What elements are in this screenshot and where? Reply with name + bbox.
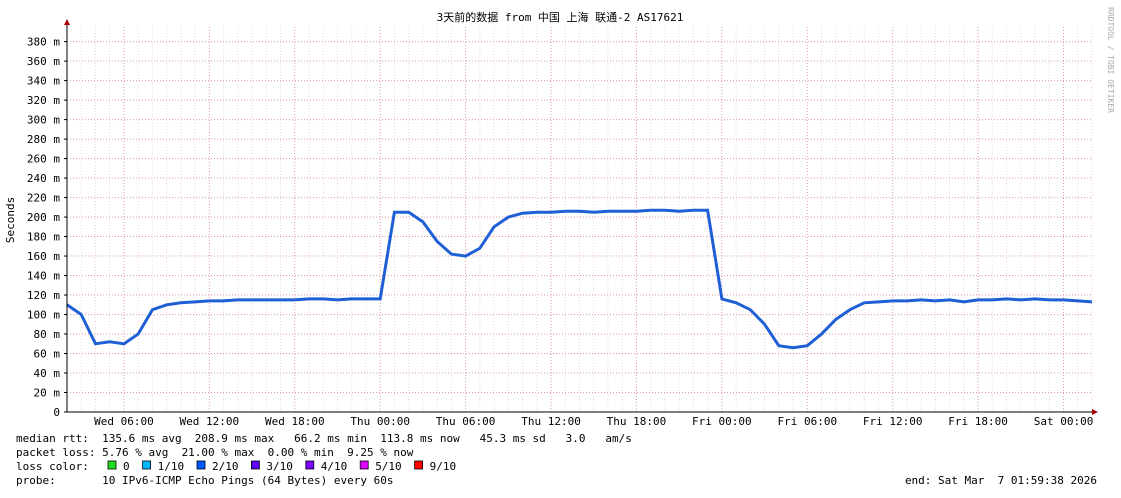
y-tick-label: 80 m — [34, 328, 61, 341]
y-tick-label: 60 m — [34, 348, 61, 361]
end-time: end: Sat Mar 7 01:59:38 2026 — [905, 474, 1097, 487]
legend-swatch — [305, 460, 315, 470]
legend-swatch — [359, 460, 369, 470]
legend-swatch — [196, 460, 206, 470]
y-tick-label: 260 m — [27, 153, 60, 166]
y-tick-label: 280 m — [27, 133, 60, 146]
y-tick-label: 20 m — [34, 387, 61, 400]
x-tick-label: Sat 00:00 — [1034, 415, 1094, 428]
y-tick-label: 360 m — [27, 55, 60, 68]
legend-swatch — [142, 460, 152, 470]
x-tick-label: Wed 18:00 — [265, 415, 325, 428]
legend-label: 2/10 — [212, 460, 239, 473]
x-tick-label: Fri 18:00 — [948, 415, 1008, 428]
marks — [66, 208, 1093, 350]
y-tick-label: 340 m — [27, 75, 60, 88]
y-tick-label: 240 m — [27, 172, 60, 185]
legend-swatch — [107, 460, 117, 470]
legend-swatch — [414, 460, 424, 470]
x-tick-label: Wed 12:00 — [180, 415, 240, 428]
legend-label: 0 — [123, 460, 130, 473]
loss-color-label: loss color: — [16, 460, 89, 473]
legend-label: 1/10 — [158, 460, 185, 473]
grid: 0 20 m 40 m 60 m 80 m 100 m 120 m 140 m 160 m 180… — [27, 27, 1093, 428]
legend-label: 9/10 — [430, 460, 457, 473]
y-tick-label: 320 m — [27, 94, 60, 107]
x-tick-label: Fri 12:00 — [863, 415, 923, 428]
chart-title: 3天前的数据 from 中国 上海 联通-2 AS17621 — [437, 10, 684, 24]
median-rtt: median rtt: 135.6 ms avg 208.9 ms max 66… — [16, 432, 632, 445]
x-arrow — [1092, 409, 1098, 415]
y-tick-label: 180 m — [27, 231, 60, 244]
y-arrow — [64, 19, 70, 25]
x-tick-label: Thu 00:00 — [350, 415, 410, 428]
x-tick-label: Fri 00:00 — [692, 415, 752, 428]
x-tick-label: Thu 18:00 — [607, 415, 667, 428]
x-tick-label: Thu 06:00 — [436, 415, 496, 428]
probe: probe: 10 IPv6-ICMP Echo Pings (64 Bytes… — [16, 474, 394, 487]
legend: 0 1/10 2/10 3/10 4/10 5/10 9/10 — [107, 460, 457, 473]
legend-swatch — [250, 460, 260, 470]
side-text: RRDTOOL / TOBI OETIKER — [1106, 7, 1115, 113]
y-tick-label: 140 m — [27, 270, 60, 283]
y-tick-label: 120 m — [27, 289, 60, 302]
y-tick-label: 160 m — [27, 250, 60, 263]
median-line — [66, 208, 1093, 350]
y-tick-label: 40 m — [34, 367, 61, 380]
x-tick-label: Fri 06:00 — [777, 415, 837, 428]
y-tick-label: 300 m — [27, 114, 60, 127]
legend-label: 5/10 — [375, 460, 402, 473]
y-axis-label: Seconds — [4, 197, 17, 243]
legend-label: 4/10 — [321, 460, 348, 473]
y-tick-label: 200 m — [27, 211, 60, 224]
x-tick-label: Thu 12:00 — [521, 415, 581, 428]
y-tick-label: 220 m — [27, 192, 60, 205]
y-tick-label: 0 — [53, 406, 60, 419]
packet-loss: packet loss: 5.76 % avg 21.00 % max 0.00… — [16, 446, 414, 459]
x-tick-label: Wed 06:00 — [94, 415, 154, 428]
legend-label: 3/10 — [266, 460, 293, 473]
y-tick-label: 100 m — [27, 309, 60, 322]
y-tick-label: 380 m — [27, 36, 60, 49]
